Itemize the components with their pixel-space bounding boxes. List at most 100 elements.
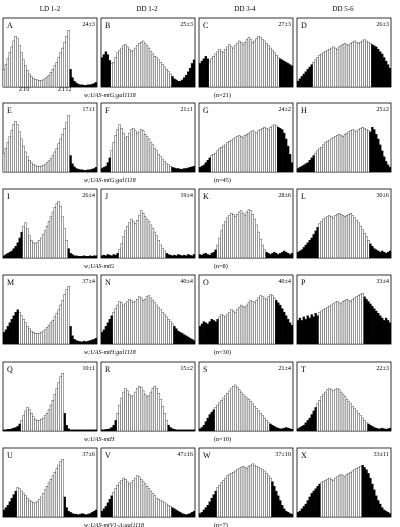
activity-count: 40±4 (278, 278, 291, 285)
activity-bar (318, 483, 321, 518)
activity-bar (283, 132, 286, 173)
activity-bar (175, 509, 178, 518)
activity-bar (241, 306, 245, 345)
activity-bar (251, 463, 255, 518)
activity-bar (296, 80, 300, 88)
activity-bar (147, 138, 151, 173)
activity-bar (51, 320, 55, 345)
genotype-label: w;UAS-mtV1-A;gal1118 (84, 522, 145, 527)
activity-bar (208, 414, 211, 432)
activity-bar (71, 513, 74, 518)
activity-bar (236, 136, 239, 173)
activity-bar (330, 304, 333, 345)
activity-bar (159, 156, 162, 173)
activity-bar (163, 161, 166, 173)
panel-m: M 37±4 (2, 274, 98, 345)
activity-bar (339, 303, 343, 345)
activity-bar (265, 298, 268, 345)
activity-bar (222, 315, 225, 345)
activity-bar (281, 251, 284, 259)
activity-bar (249, 401, 253, 432)
activity-bar (183, 77, 186, 88)
activity-bar (306, 315, 309, 345)
activity-bar (308, 66, 311, 88)
activity-bar (386, 428, 390, 432)
activity-bar (186, 429, 190, 432)
activity-bar (185, 514, 188, 518)
activity-bar (57, 382, 60, 432)
activity-bar (67, 248, 70, 259)
activity-bar (28, 160, 31, 173)
activity-bar (255, 466, 258, 518)
activity-bar (255, 38, 258, 88)
activity-bar (32, 332, 35, 345)
activity-bar (322, 144, 325, 173)
activity-bar (271, 50, 274, 88)
activity-bar (343, 300, 347, 345)
activity-bar (57, 309, 60, 345)
activity-bar (381, 53, 384, 88)
activity-bar (275, 125, 278, 173)
activity-bar (261, 128, 264, 173)
activity-bar (249, 300, 253, 345)
activity-bar (69, 155, 72, 173)
activity-bar (73, 80, 76, 88)
activity-bar (357, 413, 360, 432)
activity-bar (322, 309, 325, 345)
activity-bar (237, 468, 241, 518)
activity-bar (384, 253, 388, 259)
activity-bar (100, 510, 104, 518)
activity-bar (290, 162, 294, 173)
activity-bar (59, 461, 62, 518)
activity-bar (198, 254, 202, 259)
activity-bar (265, 473, 268, 518)
activity-bar (245, 468, 249, 518)
panel-a: A 24±3 (2, 17, 98, 88)
activity-bar (71, 335, 74, 345)
activity-bar (20, 490, 23, 518)
activity-bar (55, 313, 59, 345)
activity-bar (179, 332, 182, 345)
activity-bar (316, 227, 319, 259)
activity-bar (202, 58, 206, 88)
activity-bar (141, 130, 145, 173)
activity-bar (161, 501, 164, 518)
activity-bar (83, 85, 86, 88)
activity-bar (216, 404, 219, 432)
activity-bar (38, 333, 41, 345)
activity-bar (241, 466, 245, 518)
activity-bar (210, 155, 213, 173)
activity-bar (106, 322, 110, 345)
activity-bar (114, 57, 117, 88)
activity-bar (88, 84, 92, 88)
activity-bar (204, 253, 208, 259)
activity-bar (155, 388, 158, 432)
panel-label: J (105, 192, 108, 201)
column-header-dd-3-4: DD 3-4 (234, 5, 256, 13)
activity-bar (230, 139, 233, 173)
activity-bar (239, 304, 243, 345)
activity-bar (94, 337, 98, 345)
activity-bar (306, 162, 309, 173)
activity-bar (228, 390, 231, 432)
activity-bar (75, 255, 78, 259)
activity-bar (324, 391, 327, 432)
activity-bar (61, 373, 64, 432)
activity-bar (279, 253, 282, 259)
panel-k: K 28±6 (198, 188, 294, 259)
activity-bar (73, 166, 76, 173)
activity-bar (120, 243, 123, 259)
activity-bar (24, 322, 27, 345)
activity-bar (177, 510, 180, 518)
activity-bar (261, 296, 264, 345)
activity-bar (198, 167, 202, 173)
activity-bar (94, 429, 98, 432)
activity-bar (237, 389, 241, 432)
activity-bar (226, 217, 229, 259)
activity-bar (83, 513, 86, 518)
activity-bar (251, 214, 255, 259)
activity-bar (255, 408, 258, 432)
activity-bar (112, 311, 115, 345)
activity-bar (36, 79, 39, 88)
